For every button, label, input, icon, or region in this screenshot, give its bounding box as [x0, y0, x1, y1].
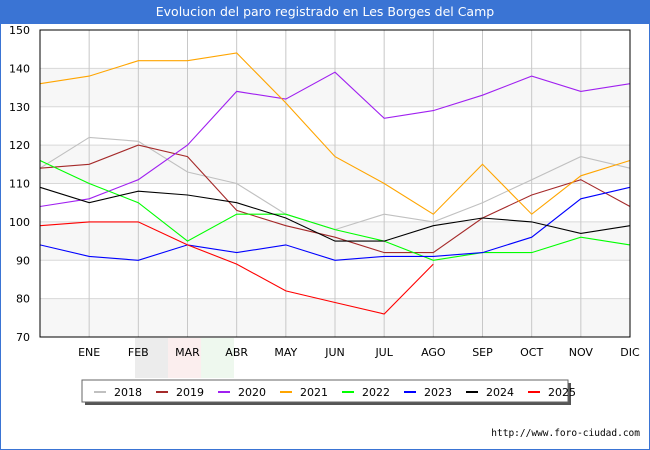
watermark-band	[201, 338, 234, 378]
series-line-2024	[39, 186, 631, 242]
chart-title: Evolucion del paro registrado en Les Bor…	[0, 0, 650, 24]
series-line-2021	[39, 52, 631, 215]
series-line-2019	[39, 144, 631, 254]
series-line-2022	[39, 160, 631, 261]
legend-label-2019: 2019	[176, 386, 204, 399]
series-line-2025	[39, 221, 434, 315]
x-axis-ticks: ENE FEB MAR ABR MAY JUN JUL AGO SEP OCT NOV DIC	[78, 346, 640, 359]
x-tick-label: AGO	[421, 346, 446, 359]
x-tick-label: ENE	[78, 346, 100, 359]
legend-label-2020: 2020	[238, 386, 266, 399]
x-tick-label: MAR	[175, 346, 200, 359]
y-axis-ticks: 70 80 90 100 110 120 130 140 150	[9, 24, 30, 344]
x-tick-label: ABR	[225, 346, 248, 359]
x-tick-label: JUL	[374, 346, 393, 359]
x-tick-label: SEP	[472, 346, 493, 359]
x-tick-label: DIC	[620, 346, 640, 359]
legend-label-2018: 2018	[114, 386, 142, 399]
y-tick-label: 70	[16, 331, 30, 344]
y-tick-label: 140	[9, 62, 30, 75]
source-url: http://www.foro-ciudad.com	[491, 428, 640, 439]
legend: 2018 2019 2020 2021 2022 2023 2024 2025	[81, 379, 576, 405]
flag-watermark	[135, 338, 234, 378]
watermark-band	[135, 338, 168, 378]
x-tick-label: NOV	[569, 346, 594, 359]
legend-label-2022: 2022	[362, 386, 390, 399]
legend-label-2021: 2021	[300, 386, 328, 399]
y-tick-label: 130	[9, 101, 30, 114]
series-lines	[39, 52, 631, 315]
y-tick-label: 80	[16, 293, 30, 306]
y-tick-label: 150	[9, 24, 30, 37]
watermark-band	[168, 338, 201, 378]
legend-label-2023: 2023	[424, 386, 452, 399]
legend-box	[81, 379, 569, 403]
x-tick-label: MAY	[274, 346, 297, 359]
plot-border	[39, 29, 631, 338]
y-tick-label: 90	[16, 254, 30, 267]
x-tick-label: FEB	[128, 346, 149, 359]
series-line-2020	[39, 71, 631, 208]
y-tick-label: 120	[9, 139, 30, 152]
y-tick-label: 110	[9, 178, 30, 191]
legend-label-2025: 2025	[548, 386, 576, 399]
legend-label-2024: 2024	[486, 386, 514, 399]
x-tick-label: JUN	[324, 346, 345, 359]
y-tick-label: 100	[9, 216, 30, 229]
series-line-2023	[39, 186, 631, 261]
x-tick-label: OCT	[520, 346, 543, 359]
